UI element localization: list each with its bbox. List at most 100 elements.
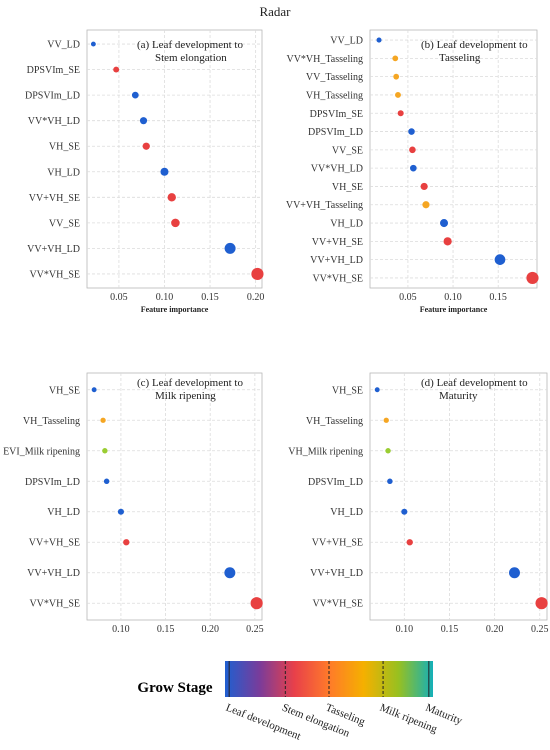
figure-title: Radar xyxy=(259,4,291,19)
y-tick-label: VV*VH_Tasseling xyxy=(286,54,363,65)
data-point xyxy=(376,37,382,43)
data-point xyxy=(251,267,264,281)
data-point xyxy=(167,193,176,202)
data-point xyxy=(374,387,380,393)
y-tick-label: VH_SE xyxy=(332,182,363,193)
x-tick-label: 0.10 xyxy=(156,292,174,303)
data-point xyxy=(494,254,506,265)
y-tick-label: VH_LD xyxy=(330,507,363,518)
y-tick-label: DPSVIm_SE xyxy=(27,65,80,76)
x-tick-label: 0.25 xyxy=(531,624,549,635)
y-tick-label: DPSVIm_SE xyxy=(310,109,363,120)
data-point xyxy=(409,146,416,154)
y-tick-label: VV*VH_LD xyxy=(28,116,80,127)
x-axis-label: Feature importance xyxy=(420,305,488,314)
data-point xyxy=(131,91,139,99)
data-point xyxy=(250,597,263,610)
y-tick-label: VV_LD xyxy=(47,40,80,51)
x-axis-label: Feature importance xyxy=(141,305,209,314)
plot-area xyxy=(86,372,263,621)
panel-title: (c) Leaf development to xyxy=(137,377,243,389)
panel-title: Tasseling xyxy=(439,52,481,64)
y-tick-label: VH_Milk ripening xyxy=(288,446,363,457)
data-point xyxy=(383,417,389,423)
y-tick-label: VV+VH_LD xyxy=(310,568,363,579)
y-tick-label: EVI_Milk ripening xyxy=(3,446,80,457)
y-tick-label: VV*VH_SE xyxy=(29,269,80,280)
plot-area xyxy=(86,29,263,289)
x-tick-label: 0.10 xyxy=(444,292,462,303)
data-point xyxy=(526,271,539,285)
y-tick-label: VH_SE xyxy=(49,385,80,396)
chart-panels: VV_LD DPSVIm_SE DPSVIm_LD VV*VH_LD VH_SE VH_L… xyxy=(3,29,549,635)
y-tick-label: VV+VH_LD xyxy=(27,568,80,579)
y-tick-label: DPSVIm_LD xyxy=(308,127,363,138)
data-point xyxy=(102,448,108,454)
data-point xyxy=(139,117,148,125)
panel-title: (d) Leaf development to xyxy=(421,377,528,389)
data-point xyxy=(224,242,236,254)
chart-panel-1: VV_LD DPSVIm_SE DPSVIm_LD VV*VH_LD VH_SE VH_L… xyxy=(25,29,265,314)
data-point xyxy=(509,567,520,579)
data-point xyxy=(408,128,415,135)
y-tick-label: VH_Tasseling xyxy=(306,416,363,427)
data-point xyxy=(90,41,96,47)
y-tick-label: VH_SE xyxy=(49,142,80,153)
x-tick-label: 0.10 xyxy=(396,624,414,635)
data-point xyxy=(397,110,404,117)
y-tick-label: DPSVIm_LD xyxy=(25,477,80,488)
data-point xyxy=(103,478,110,484)
y-tick-label: VH_Tasseling xyxy=(306,90,363,101)
panel-title: Milk ripening xyxy=(155,390,216,402)
data-point xyxy=(113,66,120,73)
y-tick-label: VV+VH_SE xyxy=(29,193,80,204)
panel-title: Stem elongation xyxy=(155,52,227,64)
data-point xyxy=(123,539,130,546)
panel-title: (b) Leaf development to xyxy=(421,39,528,51)
data-point xyxy=(420,182,428,191)
chart-panel-2: VV_LD VV*VH_Tasseling VV_Tasseling VH_Tasse… xyxy=(286,29,539,314)
x-tick-label: 0.15 xyxy=(157,624,175,635)
y-tick-label: VV_SE xyxy=(49,218,80,229)
plot-area xyxy=(369,29,538,289)
data-point xyxy=(406,539,413,546)
legend-title: Grow Stage xyxy=(137,680,212,696)
data-point xyxy=(443,237,452,246)
x-tick-label: 0.05 xyxy=(399,292,417,303)
y-tick-label: DPSVIm_LD xyxy=(25,91,80,102)
y-tick-label: VV_Tasseling xyxy=(306,72,363,83)
plot-area xyxy=(369,372,548,621)
data-point xyxy=(100,417,106,423)
y-tick-label: VV_LD xyxy=(330,36,363,47)
x-tick-label: 0.15 xyxy=(441,624,459,635)
x-tick-label: 0.20 xyxy=(201,624,219,635)
y-tick-label: VV+VH_SE xyxy=(312,237,363,248)
x-tick-label: 0.15 xyxy=(489,292,507,303)
data-point xyxy=(392,55,399,62)
y-tick-label: VV+VH_SE xyxy=(312,538,363,549)
x-tick-label: 0.25 xyxy=(246,624,264,635)
data-point xyxy=(117,508,124,515)
y-tick-label: VV*VH_SE xyxy=(29,599,80,610)
y-tick-label: VH_LD xyxy=(330,219,363,230)
panel-title: (a) Leaf development to xyxy=(137,39,243,51)
data-point xyxy=(393,73,400,80)
y-tick-label: VV*VH_SE xyxy=(312,273,363,284)
chart-panel-4: VH_SE VH_Tasseling VH_Milk ripening DPSVIm_… xyxy=(288,372,549,635)
data-point xyxy=(387,478,393,484)
x-tick-label: 0.20 xyxy=(486,624,504,635)
y-tick-label: VV*VH_LD xyxy=(311,164,363,175)
data-point xyxy=(422,201,430,209)
x-tick-label: 0.20 xyxy=(247,292,265,303)
y-tick-label: VV+VH_LD xyxy=(27,244,80,255)
y-tick-label: VV_SE xyxy=(332,145,363,156)
data-point xyxy=(401,508,408,515)
data-point xyxy=(160,167,169,176)
data-point xyxy=(171,218,180,228)
y-tick-label: VV+VH_SE xyxy=(29,538,80,549)
panel-title: Maturity xyxy=(439,390,478,402)
data-point xyxy=(142,142,150,150)
x-tick-label: 0.15 xyxy=(201,292,219,303)
y-tick-label: VV+VH_LD xyxy=(310,255,363,266)
